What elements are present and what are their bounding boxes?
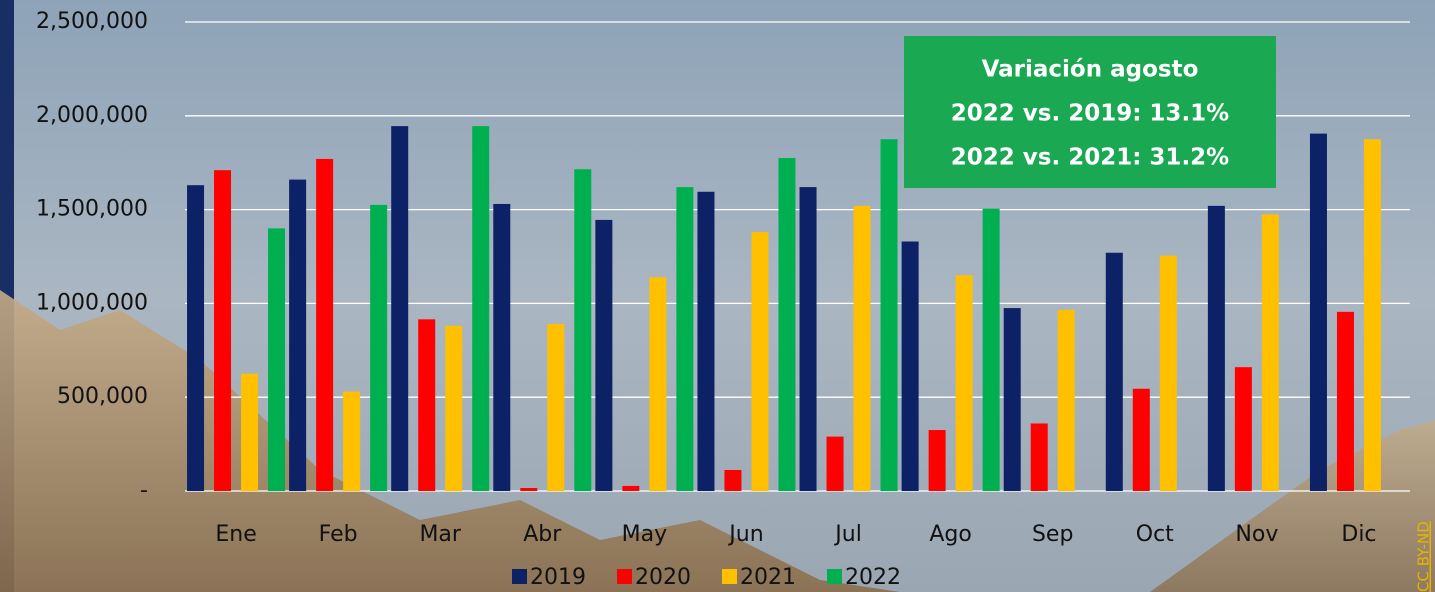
x-tick-label: Dic: [1341, 522, 1376, 547]
bar: [983, 209, 1000, 491]
bar: [547, 324, 564, 491]
bar: [676, 187, 693, 491]
bar: [1208, 206, 1225, 491]
bar: [1262, 214, 1279, 491]
bar: [956, 275, 973, 491]
bar: [445, 326, 462, 491]
bar: [595, 220, 612, 491]
legend-label: 2022: [845, 565, 901, 590]
annotation-line: Variación agosto: [982, 57, 1199, 83]
bar: [370, 205, 387, 491]
bar: [289, 180, 306, 491]
bar: [316, 159, 333, 491]
y-tick-label: 1,500,000: [36, 197, 148, 222]
x-tick-label: Jul: [833, 522, 862, 547]
bar: [1106, 253, 1123, 491]
legend-swatch: [512, 569, 527, 584]
bar: [418, 319, 435, 491]
bar: [649, 277, 666, 491]
bar: [391, 126, 408, 491]
x-tick-label: Jun: [727, 522, 763, 547]
bar: [622, 486, 639, 491]
bar: [1310, 134, 1327, 491]
bar: [214, 170, 231, 491]
bar: [854, 206, 871, 491]
bar: [800, 187, 817, 491]
y-tick-label: 2,500,000: [36, 9, 148, 34]
y-tick-label: 2,000,000: [36, 103, 148, 128]
y-tick-label: -: [140, 478, 148, 503]
bar: [1004, 308, 1021, 491]
x-tick-label: Feb: [319, 522, 358, 547]
bar: [187, 185, 204, 491]
bar: [751, 232, 768, 491]
legend-label: 2021: [740, 565, 796, 590]
chart: - 500,000 1,000,000 1,500,000 2,000,000 2,500…: [0, 0, 1435, 592]
legend-swatch: [617, 569, 632, 584]
bar: [493, 204, 510, 491]
bar: [1364, 139, 1381, 491]
legend-label: 2020: [635, 565, 691, 590]
bar: [1337, 312, 1354, 491]
bar: [1235, 367, 1252, 491]
legend-swatch: [827, 569, 842, 584]
x-tick-label: Mar: [419, 522, 461, 547]
x-tick-label: Sep: [1032, 522, 1073, 547]
bar: [778, 158, 795, 491]
bar: [1133, 389, 1150, 491]
bar: [520, 488, 537, 491]
x-tick-label: Ene: [215, 522, 256, 547]
legend-label: 2019: [530, 565, 586, 590]
legend-swatch: [722, 569, 737, 584]
x-tick-label: Oct: [1136, 522, 1174, 547]
annotation-line: 2022 vs. 2021: 31.2%: [951, 145, 1229, 171]
credit-link[interactable]: CC BY-ND: [1415, 521, 1433, 592]
bar: [1058, 310, 1075, 491]
bar: [1031, 423, 1048, 491]
bar: [902, 241, 919, 491]
annotation-line: 2022 vs. 2019: 13.1%: [951, 101, 1229, 127]
bar: [241, 374, 258, 491]
x-tick-label: May: [622, 522, 667, 547]
x-tick-label: Ago: [929, 522, 971, 547]
bar: [724, 470, 741, 491]
bar: [343, 392, 360, 491]
bar: [881, 139, 898, 491]
bar: [574, 169, 591, 491]
bar: [472, 126, 489, 491]
bar: [268, 228, 285, 491]
bar: [929, 430, 946, 491]
bar: [1160, 256, 1177, 491]
x-tick-label: Nov: [1235, 522, 1278, 547]
y-tick-label: 1,000,000: [36, 290, 148, 315]
bar: [827, 437, 844, 491]
x-tick-label: Abr: [523, 522, 562, 547]
bar: [697, 192, 714, 491]
y-tick-label: 500,000: [57, 384, 148, 409]
